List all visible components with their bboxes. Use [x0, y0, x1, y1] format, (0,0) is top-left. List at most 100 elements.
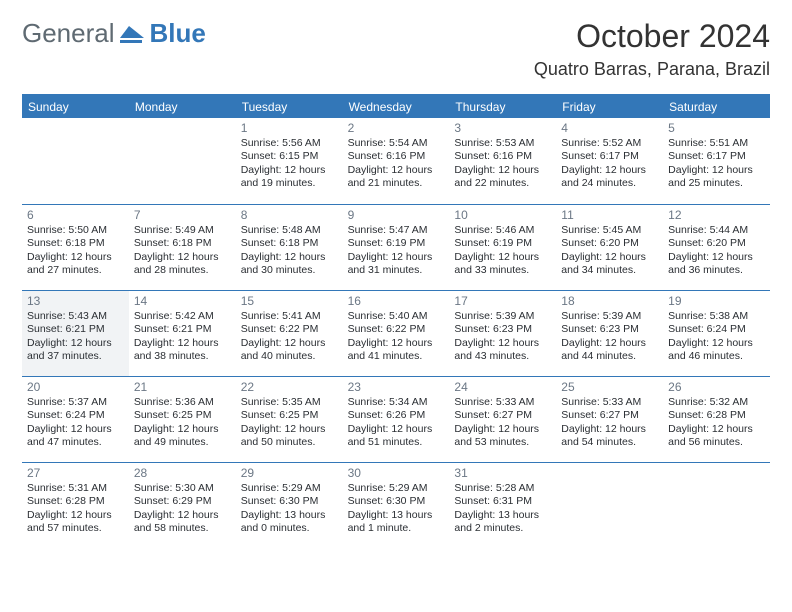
day-number: 3 [454, 121, 551, 135]
day-number: 9 [348, 208, 445, 222]
day-number: 13 [27, 294, 124, 308]
day-number: 19 [668, 294, 765, 308]
calendar-cell: 12 Sunrise: 5:44 AMSunset: 6:20 PMDayligh… [663, 204, 770, 290]
day-info: Sunrise: 5:37 AMSunset: 6:24 PMDaylight:… [27, 396, 124, 450]
calendar-cell: 11 Sunrise: 5:45 AMSunset: 6:20 PMDayligh… [556, 204, 663, 290]
dow-header: Sunday [22, 96, 129, 118]
day-info: Sunrise: 5:51 AMSunset: 6:17 PMDaylight:… [668, 137, 765, 191]
day-number: 14 [134, 294, 231, 308]
day-number: 10 [454, 208, 551, 222]
day-number: 1 [241, 121, 338, 135]
day-info: Sunrise: 5:54 AMSunset: 6:16 PMDaylight:… [348, 137, 445, 191]
calendar-cell: 23Sunrise: 5:34 AMSunset: 6:26 PMDayligh… [343, 376, 450, 462]
calendar-cell: 28 Sunrise: 5:30 AMSunset: 6:29 PMDayligh… [129, 462, 236, 548]
day-number: 23 [348, 380, 445, 394]
day-info: Sunrise: 5:56 AMSunset: 6:15 PMDaylight:… [241, 137, 338, 191]
day-info: Sunrise: 5:45 AMSunset: 6:20 PMDaylight:… [561, 224, 658, 278]
day-number: 12 [668, 208, 765, 222]
day-number: 22 [241, 380, 338, 394]
calendar-cell: 3 Sunrise: 5:53 AMSunset: 6:16 PMDaylight… [449, 118, 556, 204]
calendar-cell: 21 Sunrise: 5:36 AMSunset: 6:25 PMDayligh… [129, 376, 236, 462]
day-info: Sunrise: 5:39 AMSunset: 6:23 PMDaylight:… [561, 310, 658, 364]
day-number: 26 [668, 380, 765, 394]
day-info: Sunrise: 5:30 AMSunset: 6:29 PMDaylight:… [134, 482, 231, 536]
day-info: Sunrise: 5:53 AMSunset: 6:16 PMDaylight:… [454, 137, 551, 191]
day-info: Sunrise: 5:44 AMSunset: 6:20 PMDaylight:… [668, 224, 765, 278]
day-info: Sunrise: 5:50 AMSunset: 6:18 PMDaylight:… [27, 224, 124, 278]
calendar-cell: 7 Sunrise: 5:49 AMSunset: 6:18 PMDaylight… [129, 204, 236, 290]
day-number: 18 [561, 294, 658, 308]
calendar-cell: 16Sunrise: 5:40 AMSunset: 6:22 PMDayligh… [343, 290, 450, 376]
day-number: 20 [27, 380, 124, 394]
day-number: 15 [241, 294, 338, 308]
calendar-cell: 4 Sunrise: 5:52 AMSunset: 6:17 PMDaylight… [556, 118, 663, 204]
day-info: Sunrise: 5:33 AMSunset: 6:27 PMDaylight:… [454, 396, 551, 450]
day-info: Sunrise: 5:28 AMSunset: 6:31 PMDaylight:… [454, 482, 551, 536]
calendar-cell: 10 Sunrise: 5:46 AMSunset: 6:19 PMDayligh… [449, 204, 556, 290]
day-info: Sunrise: 5:35 AMSunset: 6:25 PMDaylight:… [241, 396, 338, 450]
calendar-cell: 31Sunrise: 5:28 AMSunset: 6:31 PMDayligh… [449, 462, 556, 548]
calendar-cell-blank [663, 462, 770, 548]
dow-header: Saturday [663, 96, 770, 118]
dow-header: Monday [129, 96, 236, 118]
day-number: 25 [561, 380, 658, 394]
day-number: 27 [27, 466, 124, 480]
day-info: Sunrise: 5:36 AMSunset: 6:25 PMDaylight:… [134, 396, 231, 450]
calendar-cell-blank [129, 118, 236, 204]
calendar-cell: 15 Sunrise: 5:41 AMSunset: 6:22 PMDayligh… [236, 290, 343, 376]
calendar-cell: 24 Sunrise: 5:33 AMSunset: 6:27 PMDayligh… [449, 376, 556, 462]
day-number: 24 [454, 380, 551, 394]
calendar-cell: 14 Sunrise: 5:42 AMSunset: 6:21 PMDayligh… [129, 290, 236, 376]
brand-part1: General [22, 18, 115, 49]
location: Quatro Barras, Parana, Brazil [534, 59, 770, 80]
day-number: 28 [134, 466, 231, 480]
calendar-cell: 9 Sunrise: 5:47 AMSunset: 6:19 PMDaylight… [343, 204, 450, 290]
day-info: Sunrise: 5:47 AMSunset: 6:19 PMDaylight:… [348, 224, 445, 278]
dow-header: Thursday [449, 96, 556, 118]
calendar-cell: 20 Sunrise: 5:37 AMSunset: 6:24 PMDayligh… [22, 376, 129, 462]
day-number: 8 [241, 208, 338, 222]
calendar-cell: 2 Sunrise: 5:54 AMSunset: 6:16 PMDaylight… [343, 118, 450, 204]
dow-header: Wednesday [343, 96, 450, 118]
dow-header: Tuesday [236, 96, 343, 118]
calendar-cell: 8 Sunrise: 5:48 AMSunset: 6:18 PMDaylight… [236, 204, 343, 290]
day-info: Sunrise: 5:31 AMSunset: 6:28 PMDaylight:… [27, 482, 124, 536]
day-number: 2 [348, 121, 445, 135]
month-title: October 2024 [534, 18, 770, 55]
calendar-cell: 5 Sunrise: 5:51 AMSunset: 6:17 PMDaylight… [663, 118, 770, 204]
calendar-cell: 27 Sunrise: 5:31 AMSunset: 6:28 PMDayligh… [22, 462, 129, 548]
day-info: Sunrise: 5:29 AMSunset: 6:30 PMDaylight:… [241, 482, 338, 536]
day-info: Sunrise: 5:41 AMSunset: 6:22 PMDaylight:… [241, 310, 338, 364]
day-info: Sunrise: 5:46 AMSunset: 6:19 PMDaylight:… [454, 224, 551, 278]
calendar-cell: 17Sunrise: 5:39 AMSunset: 6:23 PMDayligh… [449, 290, 556, 376]
day-info: Sunrise: 5:52 AMSunset: 6:17 PMDaylight:… [561, 137, 658, 191]
day-info: Sunrise: 5:29 AMSunset: 6:30 PMDaylight:… [348, 482, 445, 536]
day-number: 5 [668, 121, 765, 135]
day-number: 6 [27, 208, 124, 222]
calendar-cell: 26Sunrise: 5:32 AMSunset: 6:28 PMDayligh… [663, 376, 770, 462]
brand-logo: General Blue [22, 18, 206, 49]
calendar-cell-blank [22, 118, 129, 204]
day-number: 4 [561, 121, 658, 135]
calendar-cell: 19Sunrise: 5:38 AMSunset: 6:24 PMDayligh… [663, 290, 770, 376]
brand-part2: Blue [150, 18, 206, 49]
day-number: 11 [561, 208, 658, 222]
day-number: 16 [348, 294, 445, 308]
day-info: Sunrise: 5:39 AMSunset: 6:23 PMDaylight:… [454, 310, 551, 364]
day-info: Sunrise: 5:42 AMSunset: 6:21 PMDaylight:… [134, 310, 231, 364]
calendar-cell: 25Sunrise: 5:33 AMSunset: 6:27 PMDayligh… [556, 376, 663, 462]
day-number: 21 [134, 380, 231, 394]
flag-icon [120, 22, 148, 44]
title-block: October 2024 Quatro Barras, Parana, Braz… [534, 18, 770, 80]
day-number: 29 [241, 466, 338, 480]
calendar-cell: 29 Sunrise: 5:29 AMSunset: 6:30 PMDayligh… [236, 462, 343, 548]
day-info: Sunrise: 5:48 AMSunset: 6:18 PMDaylight:… [241, 224, 338, 278]
header: General Blue October 2024 Quatro Barras,… [22, 18, 770, 80]
calendar-cell: 6 Sunrise: 5:50 AMSunset: 6:18 PMDaylight… [22, 204, 129, 290]
day-number: 7 [134, 208, 231, 222]
day-info: Sunrise: 5:49 AMSunset: 6:18 PMDaylight:… [134, 224, 231, 278]
calendar-grid: SundayMondayTuesdayWednesdayThursdayFrid… [22, 94, 770, 548]
calendar-cell: 22 Sunrise: 5:35 AMSunset: 6:25 PMDayligh… [236, 376, 343, 462]
day-info: Sunrise: 5:43 AMSunset: 6:21 PMDaylight:… [27, 310, 124, 364]
calendar-cell: 30Sunrise: 5:29 AMSunset: 6:30 PMDayligh… [343, 462, 450, 548]
